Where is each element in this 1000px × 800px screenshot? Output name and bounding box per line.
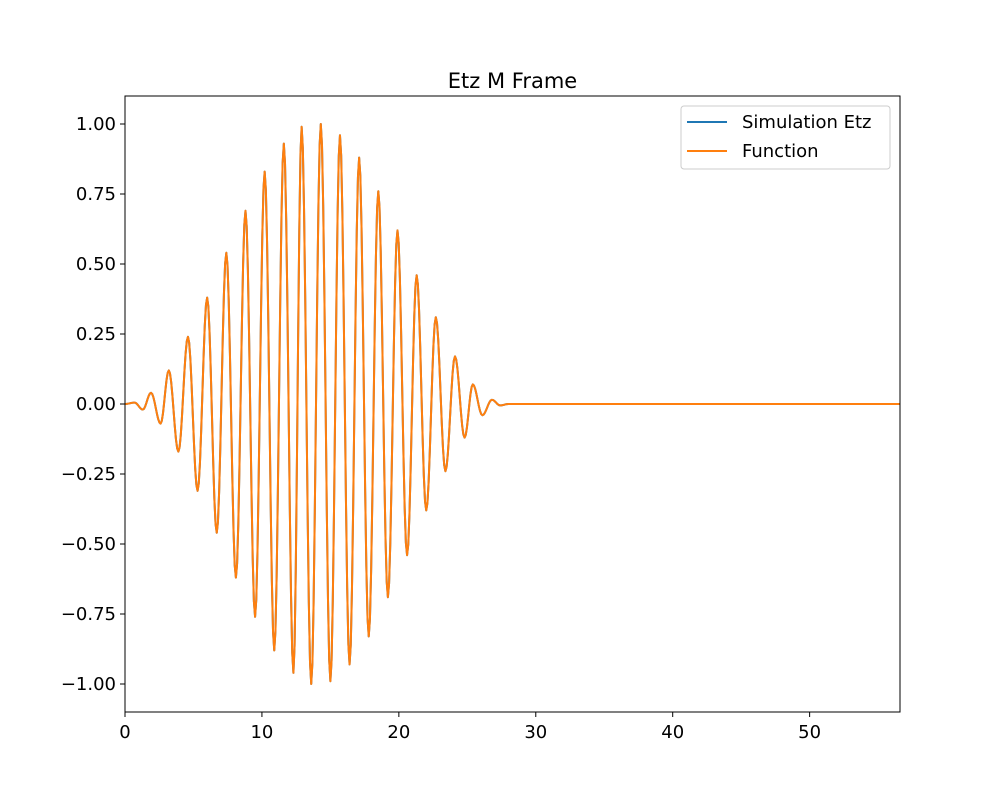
x-tick-label: 50 xyxy=(798,722,821,743)
x-tick-label: 10 xyxy=(250,722,273,743)
legend-label: Simulation Etz xyxy=(742,112,871,133)
x-tick-label: 20 xyxy=(387,722,410,743)
y-tick-label: −0.50 xyxy=(61,534,116,555)
x-tick-label: 30 xyxy=(524,722,547,743)
y-tick-label: 0.75 xyxy=(76,184,116,205)
y-tick-label: −0.75 xyxy=(61,604,116,625)
y-tick-label: 1.00 xyxy=(76,114,116,135)
y-axis: 1.00 0.75 0.50 0.25 0.00 −0.25 −0.50 −0.75 −1.00 xyxy=(61,114,125,695)
chart-title: Etz M Frame xyxy=(448,69,577,93)
legend-label: Function xyxy=(742,141,819,162)
x-axis: 0 10 20 30 40 50 xyxy=(119,712,821,743)
legend-box xyxy=(680,105,891,170)
y-tick-label: −1.00 xyxy=(61,674,116,695)
series-line-function xyxy=(124,123,900,685)
legend: Simulation Etz Function xyxy=(680,105,891,170)
y-tick-label: 0.00 xyxy=(76,394,116,415)
x-tick-label: 0 xyxy=(119,722,130,743)
y-tick-label: 0.50 xyxy=(76,254,116,275)
y-tick-label: 0.25 xyxy=(76,324,116,345)
x-tick-label: 40 xyxy=(661,722,684,743)
y-tick-label: −0.25 xyxy=(61,464,116,485)
series-layer xyxy=(124,123,900,685)
